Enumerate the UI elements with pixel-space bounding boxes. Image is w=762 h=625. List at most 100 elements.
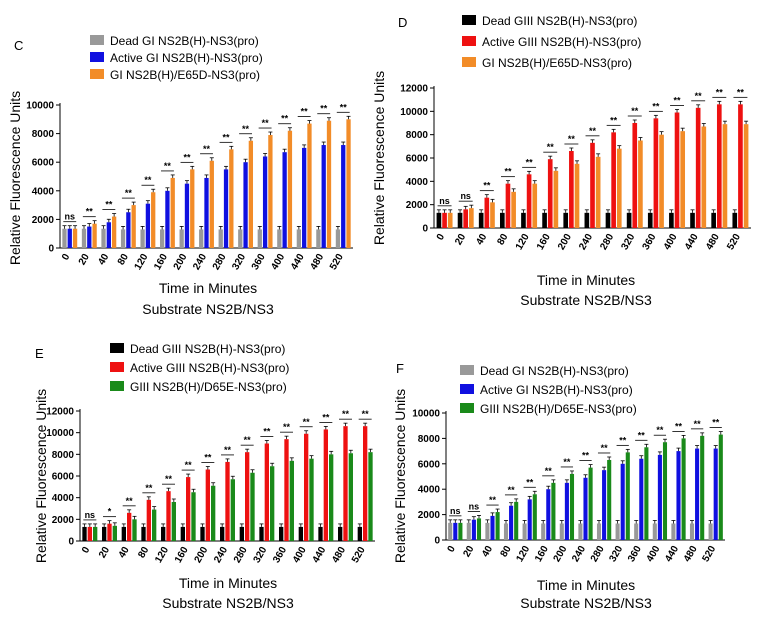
- x-tick-label: 360: [250, 252, 268, 272]
- legend-swatch: [110, 381, 124, 391]
- panel-letter: F: [396, 361, 404, 376]
- bar: [463, 209, 469, 228]
- x-tick-label: 240: [212, 545, 230, 565]
- bar: [131, 205, 136, 248]
- x-tick-label: 400: [291, 545, 309, 565]
- bar: [321, 145, 326, 248]
- x-tick-label: 480: [704, 232, 722, 252]
- x-tick-label: 20: [453, 232, 468, 248]
- bar: [605, 212, 611, 228]
- panel-c: C Dead GI NS2B(H)-NS3(pro) Active GI NS2B(…: [7, 34, 353, 317]
- bar: [674, 112, 680, 228]
- y-tick-label: 8000: [52, 450, 75, 461]
- significance-label: **: [504, 167, 512, 177]
- x-tick-label: 0: [60, 252, 73, 263]
- bar: [626, 212, 632, 228]
- bar: [170, 177, 175, 248]
- significance-label: **: [619, 435, 627, 445]
- bar: [722, 124, 728, 228]
- bar: [662, 442, 668, 540]
- bar: [151, 509, 157, 541]
- bar: [184, 183, 190, 248]
- x-tick-label: 280: [211, 252, 229, 272]
- bar: [161, 526, 166, 541]
- bar: [146, 499, 151, 541]
- x-tick-label: 520: [725, 232, 743, 252]
- bar: [127, 512, 132, 541]
- significance-label: **: [638, 430, 646, 440]
- bar: [634, 523, 639, 540]
- bar: [542, 212, 547, 228]
- bar: [230, 479, 235, 541]
- bar: [680, 131, 686, 228]
- bar: [279, 526, 284, 541]
- bar: [335, 229, 341, 248]
- bar: [102, 526, 107, 541]
- bar: [200, 526, 205, 541]
- bar: [220, 526, 225, 541]
- significance-label: **: [526, 477, 534, 487]
- bar: [318, 526, 323, 541]
- bar: [277, 229, 282, 248]
- bar: [239, 526, 245, 541]
- y-tick-label: 2000: [52, 515, 75, 526]
- bar: [718, 434, 723, 540]
- significance-label: ns: [469, 501, 480, 511]
- bar: [307, 123, 312, 248]
- significance-label: **: [185, 460, 193, 470]
- bar: [738, 104, 743, 228]
- chart-subtitle: Substrate NS2B/NS3: [142, 301, 274, 317]
- y-tick-label: 12000: [46, 407, 74, 418]
- bar: [458, 522, 463, 540]
- bar: [448, 522, 453, 540]
- legend-label: Dead GIII NS2B(H)-NS3(pro): [482, 14, 637, 28]
- bar: [120, 229, 126, 248]
- x-tick-label: 160: [152, 252, 170, 272]
- y-tick-label: 6000: [32, 158, 55, 169]
- bar: [92, 223, 97, 248]
- y-tick-label: 10000: [412, 409, 440, 420]
- chart-subtitle: Substrate NS2B/NS3: [520, 292, 652, 308]
- bar: [711, 212, 716, 228]
- significance-label: **: [262, 118, 270, 128]
- legend-label: Active GIII NS2B(H)-NS3(pro): [482, 35, 641, 49]
- bar: [67, 228, 72, 248]
- bar: [190, 169, 195, 248]
- bar: [490, 515, 495, 540]
- bar: [326, 120, 332, 248]
- bar: [514, 501, 519, 540]
- significance-label: **: [694, 419, 702, 429]
- significance-label: **: [263, 427, 271, 437]
- bar: [140, 229, 145, 248]
- bar: [647, 212, 653, 228]
- y-axis-title: Relative Fluorescence Units: [392, 389, 408, 563]
- bar: [218, 229, 223, 248]
- bar: [559, 523, 564, 540]
- x-tick-label: 520: [328, 252, 346, 272]
- x-tick-label: 40: [480, 544, 495, 560]
- y-tick-label: 4000: [418, 485, 441, 496]
- y-tick-label: 4000: [406, 177, 429, 188]
- bar: [564, 482, 569, 540]
- bar: [676, 451, 681, 540]
- bar: [82, 526, 87, 541]
- bar: [509, 505, 514, 540]
- bar: [708, 523, 713, 540]
- x-tick-label: 40: [474, 232, 489, 248]
- bar: [328, 454, 334, 541]
- y-tick-label: 2000: [406, 200, 429, 211]
- bar: [316, 229, 321, 248]
- y-tick-label: 4000: [32, 186, 55, 197]
- bar: [632, 123, 638, 228]
- bar: [250, 472, 255, 541]
- x-tick-label: 0: [446, 544, 459, 555]
- bar: [229, 149, 234, 248]
- x-axis-title: Time in Minutes: [159, 280, 257, 296]
- bar: [485, 522, 490, 540]
- legend-label: Dead GIII NS2B(H)-NS3(pro): [130, 342, 285, 356]
- bar: [532, 183, 538, 228]
- significance-label: ns: [439, 196, 450, 206]
- bar: [107, 523, 112, 541]
- y-axis-title: Relative Fluorescence Units: [7, 91, 23, 265]
- significance-label: **: [242, 124, 250, 134]
